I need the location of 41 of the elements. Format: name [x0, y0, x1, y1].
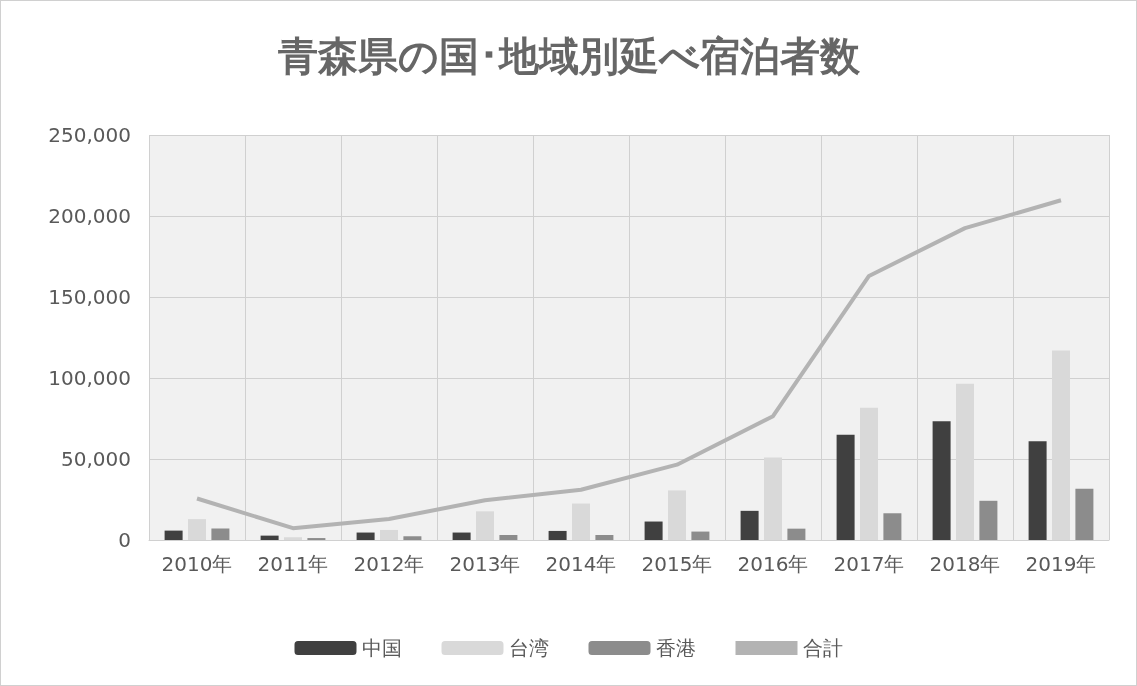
bar	[403, 536, 422, 540]
chart-title: 青森県の国･地域別延べ宿泊者数	[276, 33, 861, 79]
y-tick-label: 200,000	[48, 204, 131, 228]
bar	[836, 434, 855, 540]
x-tick-label: 2017年	[833, 552, 905, 576]
legend-label: 台湾	[508, 636, 549, 660]
bar	[595, 534, 614, 540]
bar	[452, 532, 471, 540]
x-tick-label: 2011年	[257, 552, 329, 576]
x-tick-label: 2010年	[161, 552, 233, 576]
bar	[164, 530, 183, 540]
bar	[1075, 488, 1094, 540]
line-series	[195, 198, 1063, 531]
y-tick-label: 150,000	[48, 285, 131, 309]
x-tick-label: 2015年	[641, 552, 713, 576]
x-tick-label: 2016年	[737, 552, 809, 576]
bar	[932, 421, 951, 540]
bar	[787, 528, 806, 540]
bar	[691, 531, 710, 540]
y-tick-label: 250,000	[48, 123, 131, 147]
y-tick-label: 50,000	[61, 447, 131, 471]
bar	[499, 534, 518, 540]
bar	[883, 513, 902, 540]
y-tick-label: 0	[118, 528, 131, 552]
y-tick-label: 100,000	[48, 366, 131, 390]
x-tick-label: 2013年	[449, 552, 521, 576]
bar	[979, 500, 998, 540]
bar	[548, 530, 567, 540]
bar	[1028, 441, 1047, 540]
bar	[644, 521, 663, 540]
bar	[740, 510, 759, 540]
x-tick-label: 2012年	[353, 552, 425, 576]
bar	[211, 528, 230, 540]
x-tick-label: 2019年	[1025, 552, 1097, 576]
x-tick-label: 2018年	[929, 552, 1001, 576]
legend-label: 香港	[655, 636, 696, 660]
legend-label: 中国	[361, 636, 402, 660]
bar	[356, 532, 375, 540]
x-tick-label: 2014年	[545, 552, 617, 576]
bar	[260, 535, 279, 540]
legend-label: 合計	[802, 636, 843, 660]
